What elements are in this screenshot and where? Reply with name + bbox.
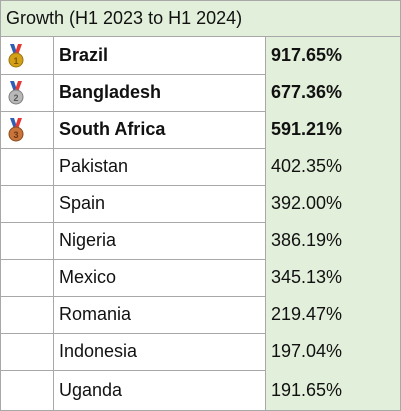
- medal-cell: [1, 148, 54, 185]
- growth-value: 917.65%: [266, 37, 400, 74]
- country-cell: Brazil: [54, 37, 266, 74]
- svg-text:3: 3: [13, 130, 18, 140]
- growth-value: 219.47%: [266, 296, 400, 333]
- medal-cell: 1: [1, 37, 54, 74]
- country-cell: Nigeria: [54, 222, 266, 259]
- gold-medal-icon: 1: [7, 43, 25, 68]
- svg-text:1: 1: [13, 56, 18, 66]
- growth-value: 386.19%: [266, 222, 400, 259]
- medal-cell: [1, 185, 54, 222]
- medal-cell: [1, 222, 54, 259]
- medal-cell: [1, 296, 54, 333]
- growth-value: 345.13%: [266, 259, 400, 296]
- table-header: Growth (H1 2023 to H1 2024): [1, 1, 400, 37]
- table-row: Spain 392.00%: [1, 185, 400, 223]
- table-row: Indonesia 197.04%: [1, 333, 400, 371]
- growth-value: 392.00%: [266, 185, 400, 222]
- country-cell: South Africa: [54, 111, 266, 148]
- medal-cell: [1, 370, 54, 410]
- table-row: Mexico 345.13%: [1, 259, 400, 297]
- bronze-medal-icon: 3: [7, 117, 25, 142]
- country-cell: Uganda: [54, 370, 266, 410]
- growth-value: 677.36%: [266, 74, 400, 111]
- country-cell: Bangladesh: [54, 74, 266, 111]
- table-row: Romania 219.47%: [1, 296, 400, 334]
- country-cell: Spain: [54, 185, 266, 222]
- growth-value: 197.04%: [266, 333, 400, 370]
- growth-value: 591.21%: [266, 111, 400, 148]
- country-cell: Romania: [54, 296, 266, 333]
- table-row: 2 Bangladesh 677.36%: [1, 74, 400, 112]
- growth-value: 191.65%: [266, 370, 400, 410]
- table-row: 1 Brazil 917.65%: [1, 37, 400, 75]
- medal-cell: 2: [1, 74, 54, 111]
- table-row: Pakistan 402.35%: [1, 148, 400, 186]
- medal-cell: [1, 259, 54, 296]
- table-row: Nigeria 386.19%: [1, 222, 400, 260]
- country-cell: Indonesia: [54, 333, 266, 370]
- medal-cell: 3: [1, 111, 54, 148]
- growth-value: 402.35%: [266, 148, 400, 185]
- header-title: Growth (H1 2023 to H1 2024): [6, 8, 243, 28]
- silver-medal-icon: 2: [7, 80, 25, 105]
- svg-text:2: 2: [13, 93, 18, 103]
- country-cell: Mexico: [54, 259, 266, 296]
- country-cell: Pakistan: [54, 148, 266, 185]
- table-row: 3 South Africa 591.21%: [1, 111, 400, 149]
- medal-cell: [1, 333, 54, 370]
- table-row: Uganda 191.65%: [1, 370, 400, 410]
